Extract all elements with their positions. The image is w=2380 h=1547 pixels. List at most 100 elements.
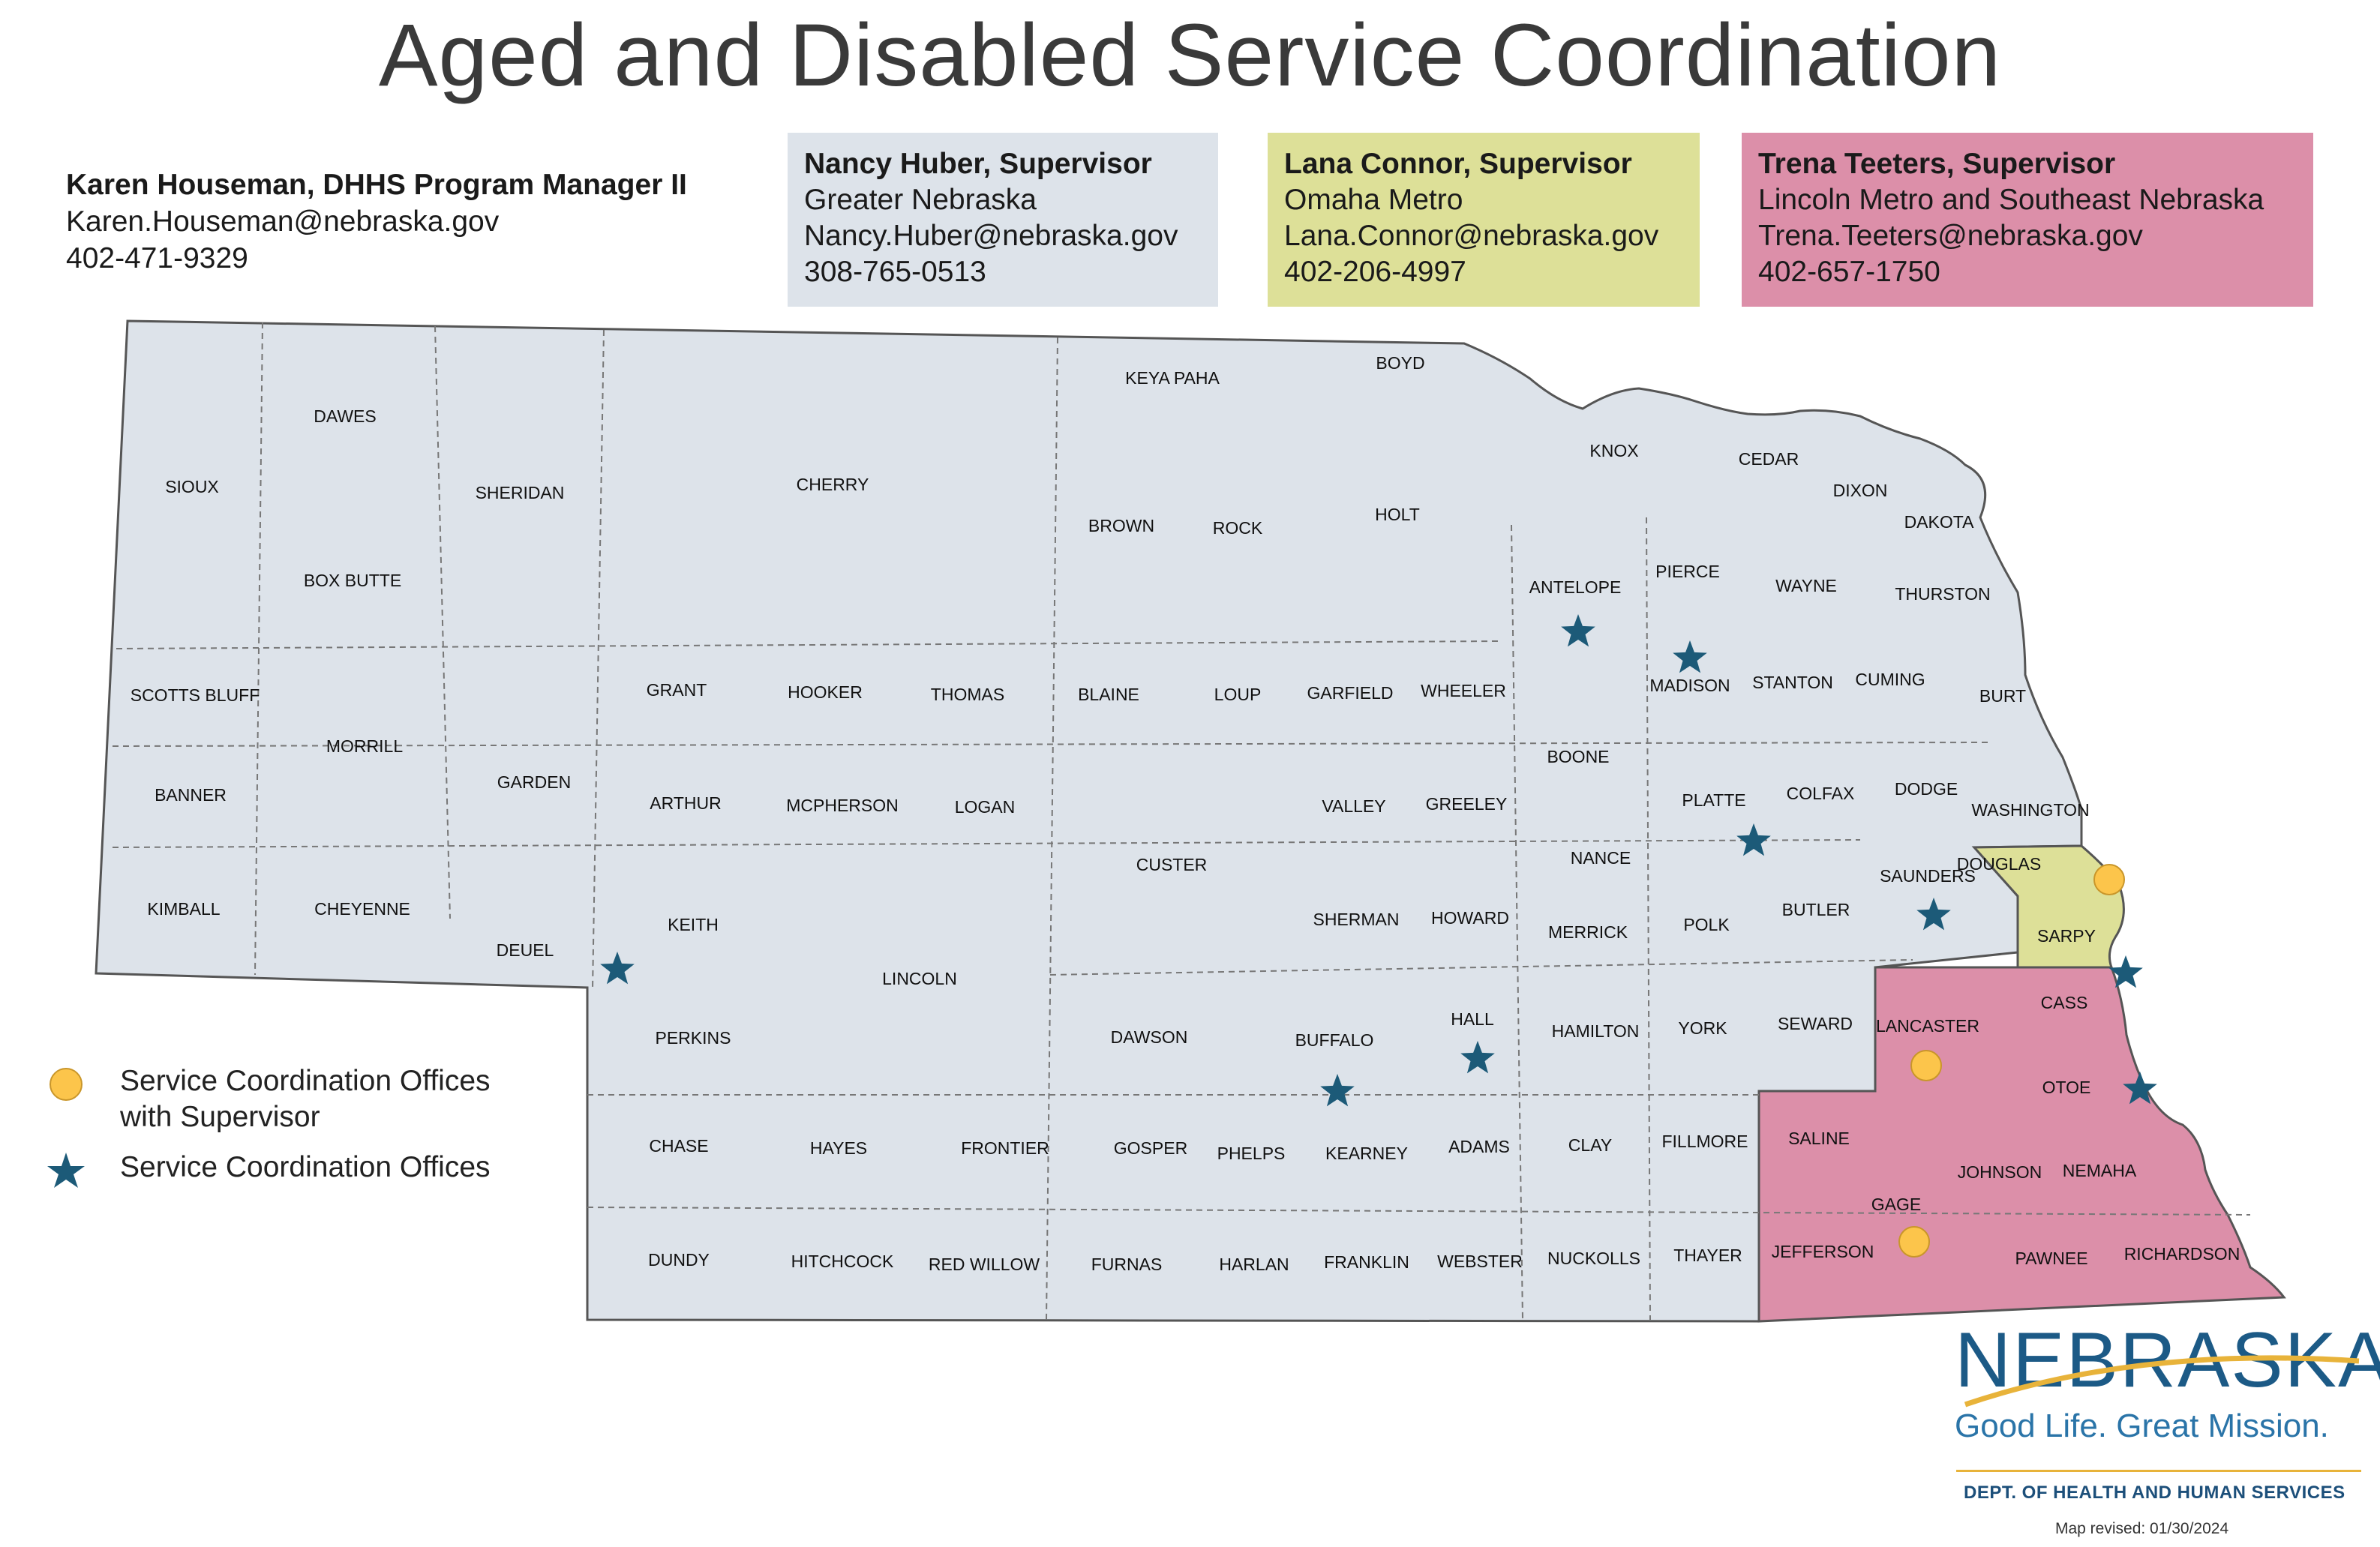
county-label-merrick: MERRICK [1548, 922, 1628, 942]
county-label-keya-paha: KEYA PAHA [1125, 368, 1220, 388]
county-label-garfield: GARFIELD [1307, 683, 1393, 703]
manager-name: Karen Houseman, DHHS Program Manager II [66, 169, 687, 201]
supervisor-office-marker-lancaster[interactable] [1910, 1050, 1942, 1081]
county-label-dawson: DAWSON [1111, 1027, 1188, 1047]
office-star-marker-madison[interactable] [1673, 640, 1707, 673]
nebraska-dhhs-logo: NEBRASKA Good Life. Great Mission. DEPT.… [1950, 1316, 2380, 1541]
county-label-perkins: PERKINS [656, 1028, 731, 1048]
county-label-holt: HOLT [1375, 505, 1420, 524]
office-star-marker-sarpy[interactable] [2108, 955, 2143, 988]
legend-label: Service Coordination Offices [120, 1151, 491, 1183]
county-label-nuckolls: NUCKOLLS [1547, 1249, 1640, 1268]
supervisor-phone: 402-657-1750 [1758, 256, 1940, 288]
legend-label: Service Coordination Offices with Superv… [120, 1065, 491, 1133]
supervisor-region: Greater Nebraska [804, 184, 1037, 216]
county-label-logan: LOGAN [955, 797, 1016, 817]
county-label-washington: WASHINGTON [1971, 800, 2089, 820]
county-label-johnson: JOHNSON [1958, 1162, 2042, 1182]
manager-phone: 402-471-9329 [66, 242, 248, 274]
divider [1956, 1470, 2361, 1472]
county-label-boyd: BOYD [1376, 353, 1424, 373]
county-label-burt: BURT [1979, 686, 2026, 706]
county-label-richardson: RICHARDSON [2124, 1244, 2240, 1264]
county-label-adams: ADAMS [1448, 1137, 1510, 1156]
supervisor-name: Trena Teeters, Supervisor [1758, 148, 2116, 180]
county-boundaries [112, 322, 2251, 1321]
county-label-lancaster: LANCASTER [1876, 1016, 1979, 1036]
yellow-circle-icon [50, 1068, 83, 1101]
county-label-boone: BOONE [1547, 747, 1609, 766]
county-label-seward: SEWARD [1778, 1014, 1853, 1033]
county-label-harlan: HARLAN [1219, 1255, 1289, 1274]
supervisor-office-marker-douglas[interactable] [2093, 864, 2125, 895]
service-regions [95, 319, 2286, 1323]
county-label-clay: CLAY [1568, 1135, 1612, 1155]
office-star-marker-platte[interactable] [1736, 823, 1771, 856]
tagline: Good Life. Great Mission. [1955, 1408, 2329, 1444]
county-label-red-willow: RED WILLOW [929, 1255, 1040, 1274]
supervisor-card-omaha-metro: Lana Connor, Supervisor Omaha Metro Lana… [1268, 133, 1700, 307]
program-manager-contact: Karen Houseman, DHHS Program Manager II … [66, 166, 687, 277]
county-label-cherry: CHERRY [797, 475, 869, 494]
county-label-polk: POLK [1683, 915, 1730, 934]
office-star-marker-buffalo[interactable] [1320, 1074, 1355, 1107]
county-label-sarpy: SARPY [2037, 926, 2096, 946]
county-label-douglas: DOUGLAS [1957, 854, 2041, 874]
supervisor-email[interactable]: Trena.Teeters@nebraska.gov [1758, 220, 2143, 252]
county-label-valley: VALLEY [1322, 796, 1385, 816]
county-label-cuming: CUMING [1855, 670, 1925, 689]
page-title: Aged and Disabled Service Coordination [378, 6, 2002, 105]
county-label-saunders: SAUNDERS [1880, 866, 1976, 886]
supervisor-name: Lana Connor, Supervisor [1284, 148, 1632, 180]
county-label-franklin: FRANKLIN [1324, 1252, 1409, 1272]
county-label-phelps: PHELPS [1217, 1144, 1286, 1163]
county-label-keith: KEITH [668, 915, 719, 934]
supervisor-email[interactable]: Lana.Connor@nebraska.gov [1284, 220, 1659, 252]
county-label-nance: NANCE [1571, 848, 1631, 868]
county-label-jefferson: JEFFERSON [1772, 1242, 1874, 1261]
county-label-sheridan: SHERIDAN [476, 483, 565, 502]
county-label-howard: HOWARD [1431, 908, 1509, 928]
county-label-sherman: SHERMAN [1313, 910, 1399, 929]
supervisor-region: Omaha Metro [1284, 184, 1463, 216]
county-label-scotts-bluff: SCOTTS BLUFF [131, 685, 260, 705]
county-label-dakota: DAKOTA [1904, 512, 1975, 532]
county-label-greeley: GREELEY [1426, 794, 1508, 814]
county-label-furnas: FURNAS [1091, 1255, 1163, 1274]
county-label-hayes: HAYES [810, 1138, 867, 1158]
county-label-otoe: OTOE [2042, 1078, 2091, 1097]
county-label-gosper: GOSPER [1114, 1138, 1187, 1158]
county-label-mcpherson: MCPHERSON [786, 796, 899, 815]
county-label-nemaha: NEMAHA [2063, 1161, 2137, 1180]
county-label-hitchcock: HITCHCOCK [791, 1252, 894, 1271]
county-label-kimball: KIMBALL [147, 899, 220, 919]
star-icon [47, 1153, 85, 1188]
office-star-marker-hall[interactable] [1460, 1041, 1495, 1074]
county-label-brown: BROWN [1088, 516, 1154, 535]
county-label-banner: BANNER [155, 785, 227, 805]
manager-email[interactable]: Karen.Houseman@nebraska.gov [66, 205, 500, 238]
office-star-marker-keith[interactable] [600, 952, 635, 985]
county-label-deuel: DEUEL [497, 940, 554, 960]
office-star-marker-otoe[interactable] [2123, 1072, 2157, 1105]
supervisor-office-marker-gage[interactable] [1898, 1226, 1930, 1258]
county-label-morrill: MORRILL [326, 736, 403, 756]
county-label-sioux: SIOUX [165, 477, 219, 496]
county-label-hamilton: HAMILTON [1552, 1021, 1640, 1041]
office-star-marker-saunders[interactable] [1916, 898, 1951, 931]
county-label-buffalo: BUFFALO [1295, 1030, 1374, 1050]
supervisor-email[interactable]: Nancy.Huber@nebraska.gov [804, 220, 1178, 252]
county-label-york: YORK [1678, 1018, 1727, 1038]
office-star-marker-antelope[interactable] [1561, 614, 1595, 647]
county-label-platte: PLATTE [1682, 790, 1745, 810]
county-label-knox: KNOX [1589, 441, 1638, 460]
supervisor-card-lincoln-southeast: Trena Teeters, Supervisor Lincoln Metro … [1742, 133, 2313, 307]
region-lincoln-southeast [1757, 966, 2286, 1323]
county-label-hooker: HOOKER [788, 682, 863, 702]
county-label-antelope: ANTELOPE [1529, 577, 1622, 597]
supervisor-name: Nancy Huber, Supervisor [804, 148, 1152, 180]
supervisor-phone: 402-206-4997 [1284, 256, 1466, 288]
county-label-dawes: DAWES [314, 406, 377, 426]
county-label-lincoln: LINCOLN [882, 969, 957, 988]
swoosh-icon [1964, 1355, 2360, 1408]
